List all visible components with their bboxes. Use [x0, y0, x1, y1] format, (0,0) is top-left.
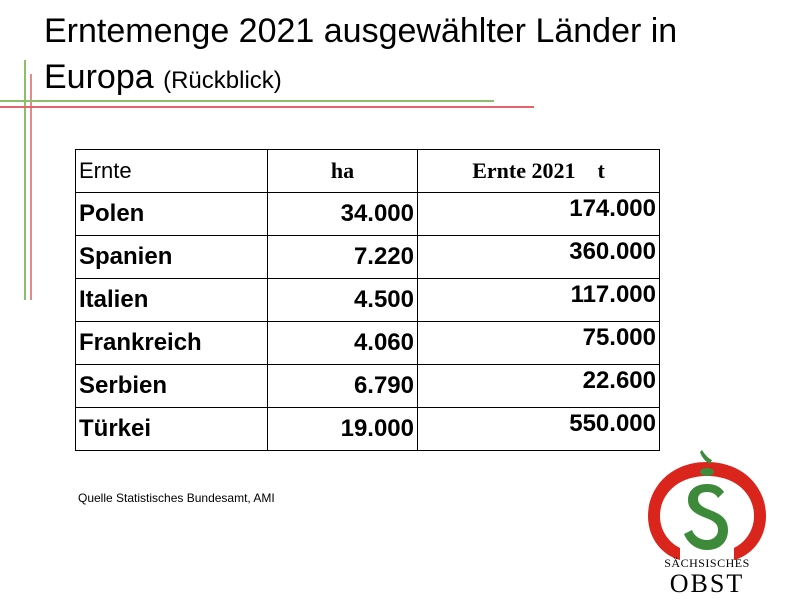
ha-cell: 19.000: [267, 407, 418, 451]
table-header-row: Ernte ha Ernte 2021 t: [75, 149, 660, 193]
header-ernte-2021: Ernte 2021 t: [417, 149, 660, 193]
logo-text-saechsisches: SÄCHSISCHES: [664, 556, 750, 570]
table-row: Serbien 6.790 22.600: [75, 364, 660, 408]
ernte-cell: 22.600: [417, 364, 660, 408]
table-row: Frankreich 4.060 75.000: [75, 321, 660, 365]
country-cell: Türkei: [75, 407, 268, 451]
ha-cell: 34.000: [267, 192, 418, 236]
ha-cell: 4.500: [267, 278, 418, 322]
table-row: Türkei 19.000 550.000: [75, 407, 660, 451]
decor-vertical-green-line: [24, 60, 26, 300]
country-cell: Italien: [75, 278, 268, 322]
country-cell: Polen: [75, 192, 268, 236]
saechsisches-obst-logo-icon: [648, 450, 766, 560]
ernte-cell: 75.000: [417, 321, 660, 365]
ernte-cell: 117.000: [417, 278, 660, 322]
country-cell: Spanien: [75, 235, 268, 279]
decor-vertical-red-line: [30, 74, 32, 300]
title-line2: Europa: [44, 58, 154, 96]
ha-cell: 4.060: [267, 321, 418, 365]
table-row: Italien 4.500 117.000: [75, 278, 660, 322]
logo-text-obst: OBST: [669, 569, 745, 598]
country-cell: Serbien: [75, 364, 268, 408]
ernte-cell: 550.000: [417, 407, 660, 451]
decor-horizontal-green-line: [0, 100, 494, 102]
country-cell: Frankreich: [75, 321, 268, 365]
ha-cell: 6.790: [267, 364, 418, 408]
decor-horizontal-red-line: [0, 106, 534, 108]
table-row: Spanien 7.220 360.000: [75, 235, 660, 279]
source-note: Quelle Statistisches Bundesamt, AMI: [78, 491, 275, 505]
ha-cell: 7.220: [267, 235, 418, 279]
header-ernte: Ernte: [75, 149, 268, 193]
slide-title: Erntemenge 2021 ausgewählter Länder in E…: [44, 8, 784, 104]
title-line1: Erntemenge 2021 ausgewählter Länder in: [44, 12, 678, 50]
header-ha: ha: [267, 149, 418, 193]
table-row: Polen 34.000 174.000: [75, 192, 660, 236]
harvest-table: Ernte ha Ernte 2021 t Polen 34.000 174.0…: [75, 149, 660, 451]
title-subtitle: (Rückblick): [163, 67, 282, 94]
ernte-cell: 174.000: [417, 192, 660, 236]
ernte-cell: 360.000: [417, 235, 660, 279]
